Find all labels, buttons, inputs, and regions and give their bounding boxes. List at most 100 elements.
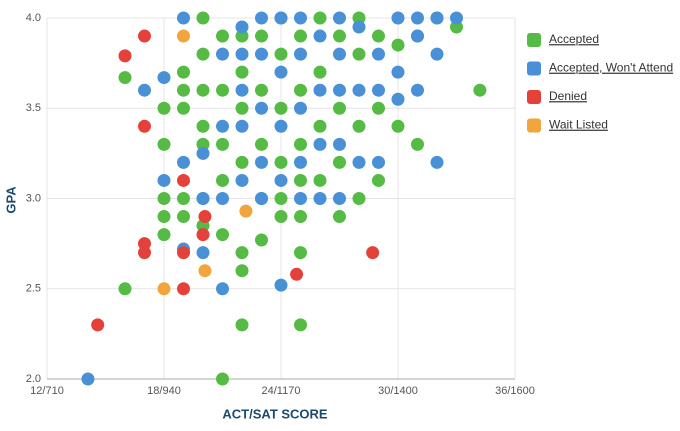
point [450,11,463,25]
point [294,192,307,205]
point [366,246,380,260]
point [294,246,307,260]
point [177,210,190,224]
point [177,29,190,43]
point [290,267,304,281]
point [196,246,210,260]
point [274,119,288,133]
point [391,11,405,25]
point [313,11,327,25]
point [430,47,444,61]
point [313,173,327,187]
point [177,173,190,187]
point [157,137,171,151]
point [157,282,171,296]
point [235,246,249,260]
point [216,282,229,296]
point [352,20,366,34]
point [313,192,327,205]
point [333,210,346,224]
point [372,47,385,61]
point [372,155,385,169]
point [118,282,132,296]
point [157,210,171,224]
point [239,204,253,218]
point [196,47,210,61]
point [274,11,288,25]
point [372,101,385,115]
point [352,119,366,133]
point [138,83,151,97]
point [391,92,405,106]
point [391,65,405,79]
point [235,65,249,79]
point [274,65,288,79]
point [235,29,249,43]
point [255,11,268,25]
point [255,192,268,205]
point [352,192,366,205]
point [216,47,229,61]
point [411,137,424,151]
point [138,237,151,251]
point [216,372,229,386]
point [177,101,190,115]
point [313,29,327,43]
point [333,101,346,115]
point [177,155,190,169]
point [196,119,210,133]
point [313,119,327,133]
x-tick-label: 36/1600 [495,385,535,397]
point [313,137,327,151]
point [235,318,249,332]
point [313,65,327,79]
point [216,173,229,187]
x-tick-label: 12/710 [30,385,64,397]
legend-swatch[interactable] [527,118,541,133]
point [177,83,190,97]
legend-label[interactable]: Accepted, Won't Attend [549,61,673,75]
point [333,83,346,97]
y-axis-title: GPA [3,186,18,214]
point [198,264,212,278]
point [274,192,288,205]
point [216,29,229,43]
point [216,192,229,205]
point [352,83,366,97]
point [138,119,151,133]
point [235,83,249,97]
point [216,137,229,151]
point [255,155,268,169]
point [157,173,171,187]
point [430,155,444,169]
point [333,47,346,61]
point [91,318,105,332]
point [177,65,190,79]
point [372,83,385,97]
point [372,173,385,187]
legend-label[interactable]: Wait Listed [549,118,608,132]
legend-swatch[interactable] [527,90,541,104]
point [294,210,307,224]
y-tick-label: 3.5 [26,102,41,114]
point [216,83,229,97]
legend-swatch[interactable] [527,33,541,47]
legend-label[interactable]: Accepted [549,32,599,46]
point [81,372,95,386]
point [352,47,366,61]
point [294,11,307,25]
legend-swatch[interactable] [527,61,541,76]
point [157,71,171,85]
y-tick-label: 2.0 [26,373,41,385]
point [372,29,385,43]
point [274,101,288,115]
point [235,173,249,187]
point [196,228,210,242]
point [274,47,288,61]
x-tick-label: 30/1400 [378,385,418,397]
x-tick-label: 24/1170 [262,385,301,397]
legend-label[interactable]: Denied [549,89,587,103]
point [177,192,190,205]
point [196,146,210,160]
